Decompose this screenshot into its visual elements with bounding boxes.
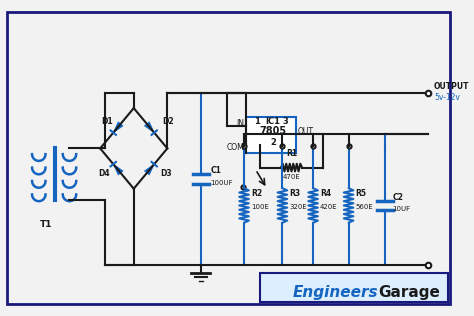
Text: R2: R2 [251, 189, 262, 198]
Text: 320E: 320E [289, 204, 307, 210]
Text: D3: D3 [160, 169, 172, 178]
Text: COM: COM [226, 143, 244, 152]
Text: 10UF: 10UF [392, 206, 411, 212]
Text: Engineers: Engineers [292, 285, 378, 300]
Text: T1: T1 [40, 220, 53, 229]
Text: Garage: Garage [378, 285, 440, 300]
Text: 3: 3 [283, 118, 288, 126]
Text: 560E: 560E [356, 204, 373, 210]
Text: 1: 1 [254, 118, 259, 126]
Text: R3: R3 [289, 189, 300, 198]
Text: OUT: OUT [298, 127, 314, 136]
Polygon shape [145, 164, 154, 175]
Bar [260, 273, 448, 302]
Text: C1: C1 [210, 166, 221, 175]
Text: R5: R5 [356, 189, 366, 198]
Text: D4: D4 [98, 169, 109, 178]
Text: 2: 2 [270, 137, 276, 147]
Text: C2: C2 [392, 193, 403, 202]
Text: IC1: IC1 [265, 118, 280, 126]
Text: 5v-12v: 5v-12v [434, 94, 460, 102]
Text: 470E: 470E [283, 174, 301, 180]
Text: D1: D1 [101, 118, 113, 126]
Polygon shape [113, 122, 123, 133]
Polygon shape [145, 122, 154, 133]
Text: 100UF: 100UF [210, 180, 233, 186]
Bar [246, 117, 296, 153]
Text: D2: D2 [162, 118, 173, 126]
Text: 100E: 100E [251, 204, 269, 210]
Polygon shape [113, 164, 123, 175]
Text: 420E: 420E [320, 204, 337, 210]
Text: R1: R1 [286, 149, 297, 158]
Text: IN: IN [236, 119, 244, 128]
Text: OUTPUT: OUTPUT [434, 82, 469, 91]
Text: 7805: 7805 [259, 126, 286, 136]
Text: R4: R4 [320, 189, 331, 198]
